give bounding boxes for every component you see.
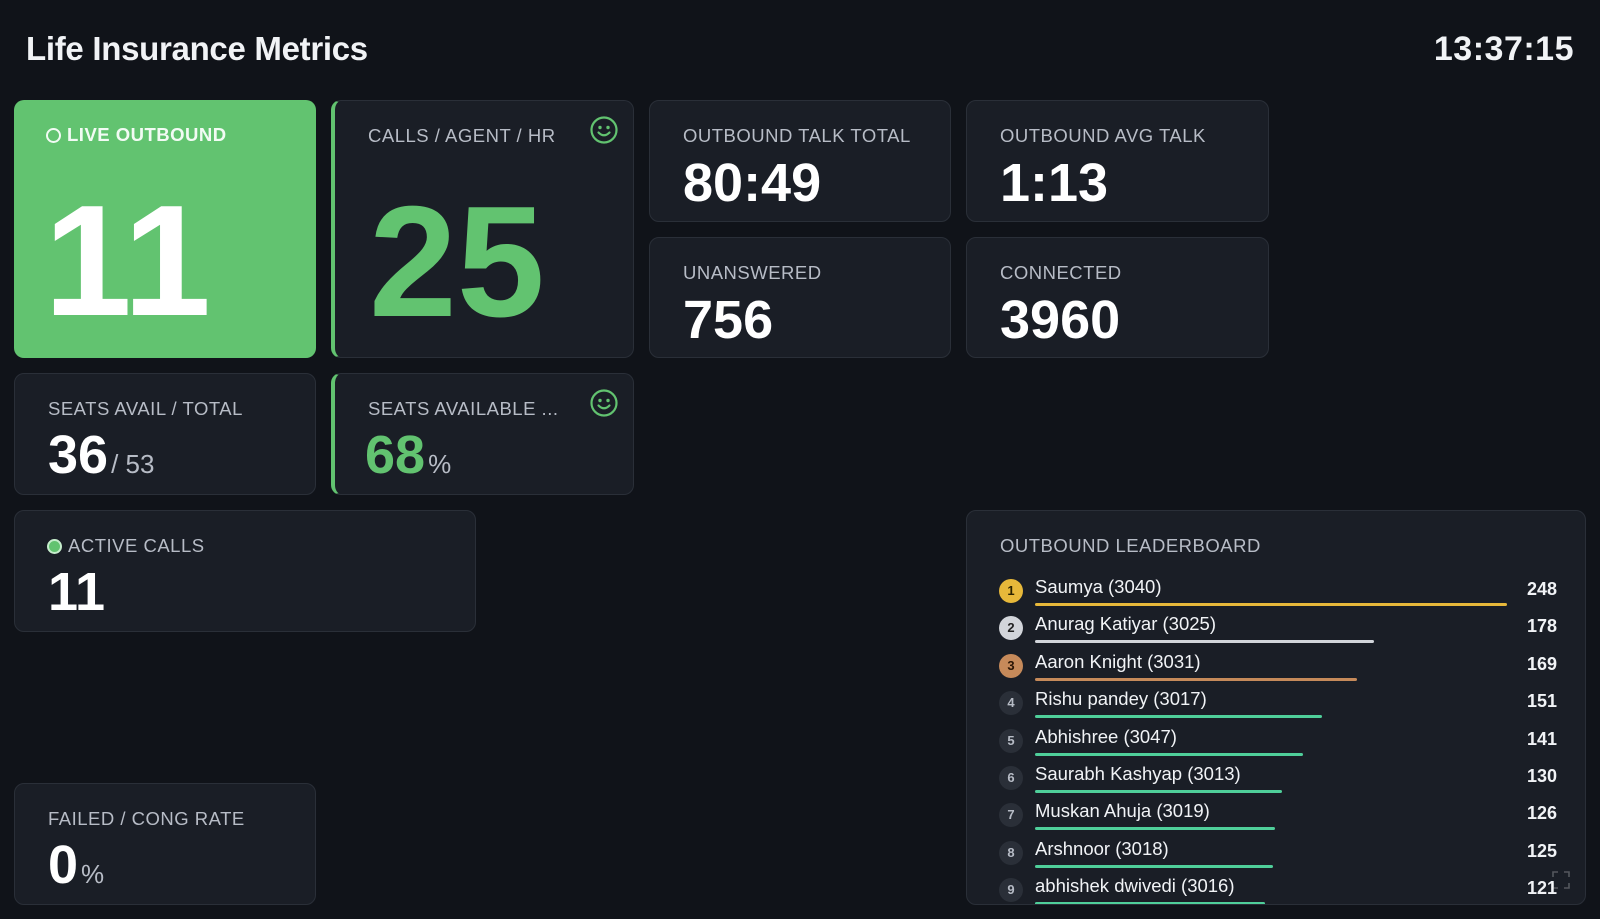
outbound-avg-talk-value: 1:13 — [1000, 153, 1109, 213]
call-count: 125 — [1526, 840, 1557, 861]
leaderboard-row: 8 Arshnoor (3018) 125 — [999, 837, 1557, 874]
call-count: 141 — [1526, 728, 1557, 749]
calls-per-agent-value: 25 — [369, 174, 545, 350]
unanswered-value: 756 — [683, 290, 774, 350]
seats-available-pct-label: SEATS AVAILABLE ... — [368, 398, 559, 419]
rank-badge: 2 — [999, 616, 1023, 641]
count-bar — [1035, 677, 1357, 681]
percent-suffix: % — [428, 449, 452, 479]
agent-name: Abhishree (3047) — [1035, 725, 1177, 747]
call-count: 178 — [1526, 616, 1557, 637]
count-bar — [1035, 640, 1374, 644]
expand-icon[interactable] — [1551, 870, 1571, 890]
smile-icon — [590, 116, 618, 144]
calls-per-agent-label: CALLS / AGENT / HR — [368, 125, 556, 146]
leaderboard-row: 7 Muskan Ahuja (3019) 126 — [999, 799, 1557, 836]
agent-name: Muskan Ahuja (3019) — [1035, 800, 1210, 822]
agent-name: Saurabh Kashyap (3013) — [1035, 762, 1241, 784]
connected-card: CONNECTED 3960 — [966, 237, 1269, 358]
percent-suffix: % — [81, 859, 105, 889]
active-calls-card: ACTIVE CALLS 11 — [14, 510, 476, 632]
outbound-leaderboard-card: OUTBOUND LEADERBOARD 1 Saumya (3040) 248 2 A… — [966, 510, 1586, 905]
live-outbound-card: LIVE OUTBOUND 11 — [14, 100, 316, 358]
outbound-talk-total-value: 80:49 — [683, 153, 822, 213]
outbound-talk-total-card: OUTBOUND TALK TOTAL 80:49 — [649, 100, 951, 222]
connected-value: 3960 — [1000, 290, 1121, 350]
rank-badge: 9 — [999, 878, 1023, 903]
count-bar — [1035, 902, 1265, 904]
rank-badge: 4 — [999, 691, 1023, 716]
agent-name: Aaron Knight (3031) — [1035, 650, 1201, 672]
seats-avail-total-value-row: 36/ 53 — [48, 428, 154, 482]
seats-avail-total-label: SEATS AVAIL / TOTAL — [48, 398, 243, 419]
leaderboard-row: 4 Rishu pandey (3017) 151 — [999, 687, 1557, 724]
agent-name: Arshnoor (3018) — [1035, 837, 1169, 859]
active-calls-label-row: ACTIVE CALLS — [47, 535, 205, 557]
call-count: 126 — [1526, 803, 1557, 824]
clock: 13:37:15 — [1433, 30, 1574, 68]
unanswered-card: UNANSWERED 756 — [649, 237, 951, 358]
calls-per-agent-card: CALLS / AGENT / HR 25 — [331, 100, 634, 358]
rank-badge: 1 — [999, 579, 1023, 603]
smile-icon — [590, 389, 618, 417]
seats-available-pct-card: SEATS AVAILABLE ... 68% — [331, 373, 634, 495]
agent-name: Rishu pandey (3017) — [1035, 688, 1207, 710]
leaderboard-title: OUTBOUND LEADERBOARD — [1000, 535, 1261, 556]
leaderboard-row: 3 Aaron Knight (3031) 169 — [999, 650, 1557, 687]
call-count: 248 — [1526, 579, 1557, 599]
count-bar — [1035, 827, 1275, 831]
count-bar — [1035, 603, 1507, 606]
leaderboard-row: 6 Saurabh Kashyap (3013) 130 — [999, 762, 1557, 799]
active-calls-label: ACTIVE CALLS — [68, 535, 205, 556]
count-bar — [1035, 864, 1273, 868]
seats-avail-value: 36 — [48, 425, 109, 485]
agent-name: Saumya (3040) — [1035, 576, 1162, 597]
failed-cong-rate-label: FAILED / CONG RATE — [48, 808, 245, 829]
rank-badge: 5 — [999, 728, 1023, 753]
live-status-dot-icon — [46, 127, 61, 143]
call-count: 151 — [1526, 691, 1557, 712]
call-count: 121 — [1526, 878, 1557, 899]
leaderboard-row: 1 Saumya (3040) 248 — [999, 575, 1557, 612]
failed-cong-rate-value-row: 0% — [48, 838, 104, 892]
outbound-avg-talk-card: OUTBOUND AVG TALK 1:13 — [966, 100, 1269, 222]
active-status-dot-icon — [47, 538, 62, 554]
call-count: 130 — [1526, 765, 1557, 786]
agent-name: Anurag Katiyar (3025) — [1035, 613, 1216, 635]
seats-total-suffix: / 53 — [111, 449, 155, 479]
agent-name: abhishek dwivedi (3016) — [1035, 875, 1235, 897]
count-bar — [1035, 752, 1303, 756]
rank-badge: 6 — [999, 765, 1023, 790]
live-outbound-label: LIVE OUTBOUND — [67, 124, 227, 145]
leaderboard-row: 9 abhishek dwivedi (3016) 121 — [999, 874, 1557, 904]
page-title: Life Insurance Metrics — [26, 30, 368, 67]
failed-cong-rate-value: 0 — [48, 835, 79, 895]
active-calls-value: 11 — [48, 562, 106, 622]
outbound-avg-talk-label: OUTBOUND AVG TALK — [1000, 125, 1206, 146]
unanswered-label: UNANSWERED — [683, 262, 822, 283]
leaderboard-row: 5 Abhishree (3047) 141 — [999, 725, 1557, 762]
connected-label: CONNECTED — [1000, 262, 1122, 283]
count-bar — [1035, 715, 1322, 719]
rank-badge: 7 — [999, 803, 1023, 828]
leaderboard-list: 1 Saumya (3040) 248 2 Anurag Katiyar (3025) 1… — [999, 575, 1557, 904]
failed-cong-rate-card: FAILED / CONG RATE 0% — [14, 783, 316, 905]
seats-available-pct-value-row: 68% — [365, 428, 451, 482]
seats-available-pct-value: 68 — [365, 425, 426, 485]
count-bar — [1035, 789, 1282, 793]
live-outbound-value: 11 — [44, 173, 212, 349]
seats-avail-total-card: SEATS AVAIL / TOTAL 36/ 53 — [14, 373, 316, 495]
call-count: 169 — [1526, 653, 1557, 674]
leaderboard-row: 2 Anurag Katiyar (3025) 178 — [999, 612, 1557, 649]
live-outbound-label-row: LIVE OUTBOUND — [46, 124, 227, 146]
rank-badge: 8 — [999, 840, 1023, 865]
rank-badge: 3 — [999, 653, 1023, 678]
outbound-talk-total-label: OUTBOUND TALK TOTAL — [683, 125, 911, 146]
